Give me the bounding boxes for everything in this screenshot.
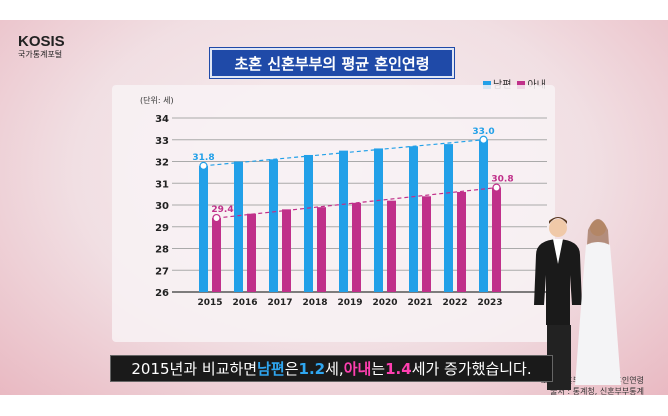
- y-tick-label: 28: [155, 245, 169, 256]
- x-tick-label: 2022: [442, 298, 467, 308]
- bar-husband: [409, 146, 418, 292]
- bar-husband: [444, 144, 453, 292]
- bar-husband: [479, 139, 488, 292]
- chart-title: 초혼 신혼부부의 평균 혼인연령: [209, 47, 455, 79]
- data-label: 30.8: [491, 175, 513, 185]
- x-tick-label: 2019: [337, 298, 362, 308]
- y-tick-label: 26: [155, 288, 169, 299]
- chart-panel: (단위: 세) 26 27 28 29 30 31 32 33 34 2015 2016 2017 201…: [112, 85, 644, 395]
- bar-husband: [199, 165, 208, 292]
- bar-husband: [269, 159, 278, 292]
- bar-wife: [422, 196, 431, 292]
- logo-subtitle: 국가통계포털: [18, 50, 63, 59]
- bar-wife: [492, 187, 501, 292]
- bar-wife: [352, 202, 361, 292]
- caption-text: 는: [371, 360, 386, 378]
- bar-wife: [282, 209, 291, 292]
- x-tick-label: 2023: [477, 298, 502, 308]
- data-point-marker: [492, 183, 501, 192]
- bar-husband: [339, 150, 348, 292]
- y-tick-label: 34: [155, 114, 169, 125]
- data-point-marker: [212, 213, 221, 223]
- bar-husband: [374, 148, 383, 292]
- x-tick-label: 2017: [267, 298, 292, 308]
- x-tick-label: 2020: [372, 298, 397, 308]
- y-tick-label: 30: [155, 201, 169, 212]
- data-point-marker: [479, 135, 488, 144]
- logo-text: KOSIS: [18, 33, 65, 50]
- data-label: 29.4: [211, 205, 233, 215]
- caption-wife: 아내: [343, 360, 372, 378]
- bar-wife: [247, 213, 256, 292]
- bar-wife: [387, 200, 396, 292]
- x-tick-label: 2018: [302, 298, 327, 308]
- bride-figure: [575, 219, 621, 385]
- y-tick-label: 32: [155, 158, 169, 169]
- video-frame: KOSIS 국가통계포털 초혼 신혼부부의 평균 혼인연령 남편 아내 (단위:…: [0, 20, 668, 395]
- bar-wife: [317, 207, 326, 292]
- couple-illustration: [534, 217, 621, 390]
- x-tick-label: 2021: [407, 298, 432, 308]
- y-tick-label: 33: [155, 136, 169, 147]
- y-tick-label: 31: [155, 179, 169, 190]
- x-tick-label: 2016: [232, 298, 257, 308]
- bar-wife: [212, 218, 221, 292]
- note-source: 출처 : 통계청, 신혼부부통계: [550, 387, 644, 395]
- trend-line: [216, 187, 497, 219]
- unit-label: (단위: 세): [140, 95, 174, 105]
- caption-value: 1.4: [385, 359, 412, 378]
- bar-chart: (단위: 세) 26 27 28 29 30 31 32 33 34 2015 2016 2017 201…: [140, 95, 547, 308]
- bar-husband: [304, 154, 313, 292]
- caption-text: 세,: [325, 360, 344, 378]
- data-point-marker: [199, 161, 208, 170]
- subtitle-caption: 2015년과 비교하면 남편 은 1.2 세, 아내 는 1.4 세가 증가했습니다.: [110, 355, 553, 382]
- caption-husband: 남편: [257, 360, 285, 378]
- data-label: 33.0: [472, 127, 494, 137]
- trend-line: [203, 139, 484, 167]
- data-label: 31.8: [192, 153, 214, 163]
- caption-text: 세가 증가했습니다.: [411, 360, 532, 378]
- caption-text: 은: [284, 360, 299, 378]
- bar-wife: [457, 191, 466, 292]
- caption-text: 2015년과 비교하면: [131, 360, 258, 378]
- y-tick-label: 29: [155, 223, 169, 234]
- caption-value: 1.2: [298, 359, 326, 378]
- y-tick-label: 27: [155, 266, 169, 277]
- x-tick-label: 2015: [197, 298, 222, 308]
- kosis-logo: KOSIS 국가통계포털: [18, 33, 65, 60]
- bar-husband: [234, 161, 243, 292]
